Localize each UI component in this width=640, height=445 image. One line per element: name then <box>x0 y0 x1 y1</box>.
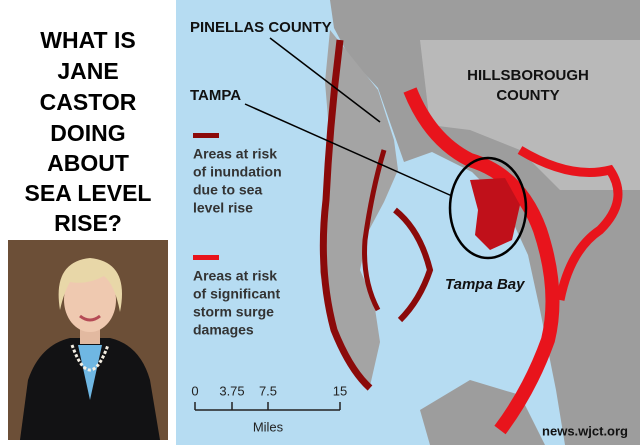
legend-text: Areas at risk <box>193 146 277 162</box>
tampa-label: TAMPA <box>190 87 241 104</box>
legend-text: of inundation <box>193 164 282 180</box>
legend: Areas at risk of inundation due to sea leve… <box>193 133 282 338</box>
pinellas-label: PINELLAS COUNTY <box>190 19 332 36</box>
pinellas-callout <box>269 37 381 123</box>
legend-text: level rise <box>193 200 253 216</box>
legend-swatch <box>193 133 219 138</box>
hair <box>58 258 122 312</box>
hillsborough-label: COUNTY <box>496 87 559 104</box>
headline-line: JANE <box>57 58 118 84</box>
smile <box>79 314 101 322</box>
legend-text: storm surge <box>193 304 274 320</box>
headline-line: CASTOR <box>40 89 137 115</box>
scale-label: 0 <box>191 383 198 398</box>
inundation-coast <box>362 149 387 312</box>
scale-unit: Miles <box>253 419 284 434</box>
portrait <box>8 240 168 440</box>
hillsborough-county <box>420 40 640 190</box>
scale-label: 15 <box>333 383 347 398</box>
tampa-area <box>470 178 520 250</box>
necklace <box>70 344 110 372</box>
legend-text: of significant <box>193 286 280 302</box>
credit: news.wjct.org <box>542 423 628 438</box>
storm-surge-area <box>403 87 560 435</box>
scale-label: 7.5 <box>259 383 277 398</box>
tampa-callout <box>244 103 453 197</box>
legend-text: due to sea <box>193 182 262 198</box>
storm-surge-area <box>517 146 623 301</box>
scale-bar: 0 3.75 7.5 15 Miles <box>191 383 347 434</box>
tampa-circle <box>448 156 528 260</box>
legend-text: Areas at risk <box>193 268 277 284</box>
headline-line: ABOUT <box>47 150 129 176</box>
headline-line: DOING <box>50 120 125 146</box>
map: PINELLAS COUNTY TAMPA HILLSBOROUGH COUNT… <box>176 0 640 445</box>
headline: WHAT IS JANE CASTOR DOING ABOUT SEA LEVE… <box>25 27 152 236</box>
south-shore <box>420 380 545 445</box>
headline-line: WHAT IS <box>40 27 135 53</box>
face <box>64 268 116 332</box>
inundation-coast <box>319 39 373 391</box>
headline-line: SEA LEVEL <box>25 180 152 206</box>
legend-text: damages <box>193 322 254 338</box>
legend-swatch <box>193 255 219 260</box>
scale-label: 3.75 <box>219 383 244 398</box>
headline-line: RISE? <box>54 210 122 236</box>
bay-label: Tampa Bay <box>445 276 525 293</box>
pinellas-peninsula <box>320 30 398 386</box>
inundation-coast <box>393 207 434 323</box>
hillsborough-label: HILLSBOROUGH <box>467 67 589 84</box>
blouse <box>78 345 102 400</box>
